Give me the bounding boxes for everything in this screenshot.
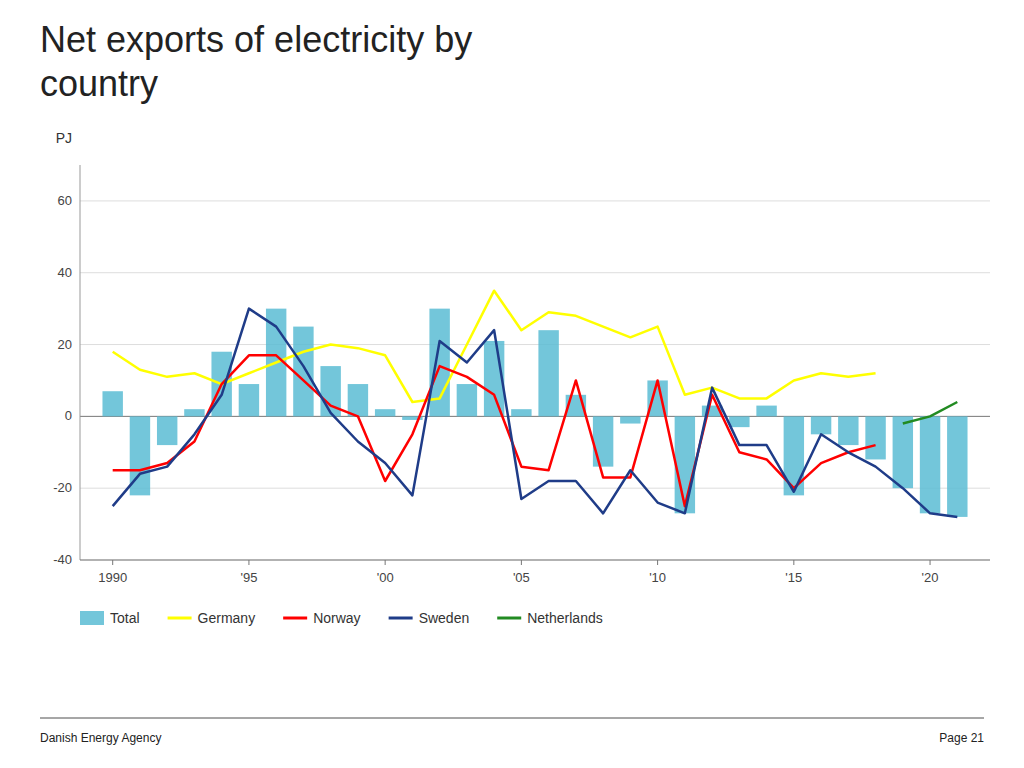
footer-rule (40, 718, 984, 719)
title-line: Net exports of electricity by (40, 19, 472, 60)
legend-label: Sweden (419, 610, 470, 626)
legend-item: Netherlands (497, 610, 603, 626)
bar (784, 416, 804, 495)
grid (80, 201, 990, 560)
y-tick-label: -20 (53, 480, 72, 495)
bar (838, 416, 858, 445)
legend-label: Germany (198, 610, 256, 626)
bar (756, 406, 776, 417)
x-tick (657, 560, 658, 565)
line-series (903, 402, 958, 424)
x-tick-label: '15 (785, 570, 802, 585)
x-tick-label: '95 (240, 570, 257, 585)
x-tick-label: '20 (922, 570, 939, 585)
x-tick-label: '10 (649, 570, 666, 585)
legend-swatch (283, 617, 307, 620)
grid-line (80, 344, 990, 345)
y-axis-line (80, 165, 81, 560)
bar (593, 416, 613, 466)
legend-item: Sweden (389, 610, 470, 626)
bar (893, 416, 913, 488)
legend-item: Total (80, 610, 140, 626)
x-tick (112, 560, 113, 565)
x-tick (248, 560, 249, 565)
y-tick-label: 60 (58, 193, 72, 208)
legend-label: Norway (313, 610, 360, 626)
grid-line (80, 560, 990, 561)
legend-swatch (80, 611, 104, 625)
bar (865, 416, 885, 459)
title: Net exports of electricity bycountry (40, 19, 472, 104)
y-tick-label: 0 (65, 408, 72, 423)
legend-swatch (497, 617, 521, 620)
x-tick (793, 560, 794, 565)
title-line: country (40, 63, 158, 104)
x-tick-label: '00 (377, 570, 394, 585)
legend-item: Germany (168, 610, 256, 626)
x-tick (521, 560, 522, 565)
bar (239, 384, 259, 416)
bar (811, 416, 831, 434)
footer-text: Page 21 (939, 731, 984, 745)
y-tick-label: 20 (58, 337, 72, 352)
bar (348, 384, 368, 416)
bar (620, 416, 640, 423)
plot-area (102, 291, 967, 517)
x-tick (385, 560, 386, 565)
x-axis-line (80, 560, 990, 561)
chart: Net exports of electricity bycountry PJ -4… (0, 0, 1024, 768)
y-tick-label: 40 (58, 265, 72, 280)
legend-swatch (168, 617, 192, 620)
bar (675, 416, 695, 513)
bar (184, 409, 204, 416)
legend-label: Total (110, 610, 140, 626)
x-tick (930, 560, 931, 565)
y-axis-label: PJ (56, 130, 72, 146)
bar (457, 384, 477, 416)
legend-label: Netherlands (527, 610, 603, 626)
x-tick-label: '05 (513, 570, 530, 585)
bar (947, 416, 967, 517)
legend: Total Germany Norway Sweden Netherlands (80, 610, 603, 626)
bar (375, 409, 395, 416)
line-series (113, 309, 958, 517)
bar (511, 409, 531, 416)
bar-series (102, 309, 967, 517)
bar (102, 391, 122, 416)
footer-text: Danish Energy Agency (40, 731, 161, 745)
bar (157, 416, 177, 445)
bar (538, 330, 558, 416)
y-tick-label: -40 (53, 552, 72, 567)
bar (729, 416, 749, 427)
grid-line (80, 200, 990, 201)
legend-swatch (389, 617, 413, 620)
legend-item: Norway (283, 610, 360, 626)
line-series (113, 291, 876, 402)
bar (293, 327, 313, 417)
bar (920, 416, 940, 513)
grid-line (80, 272, 990, 273)
x-tick-label: 1990 (98, 570, 127, 585)
